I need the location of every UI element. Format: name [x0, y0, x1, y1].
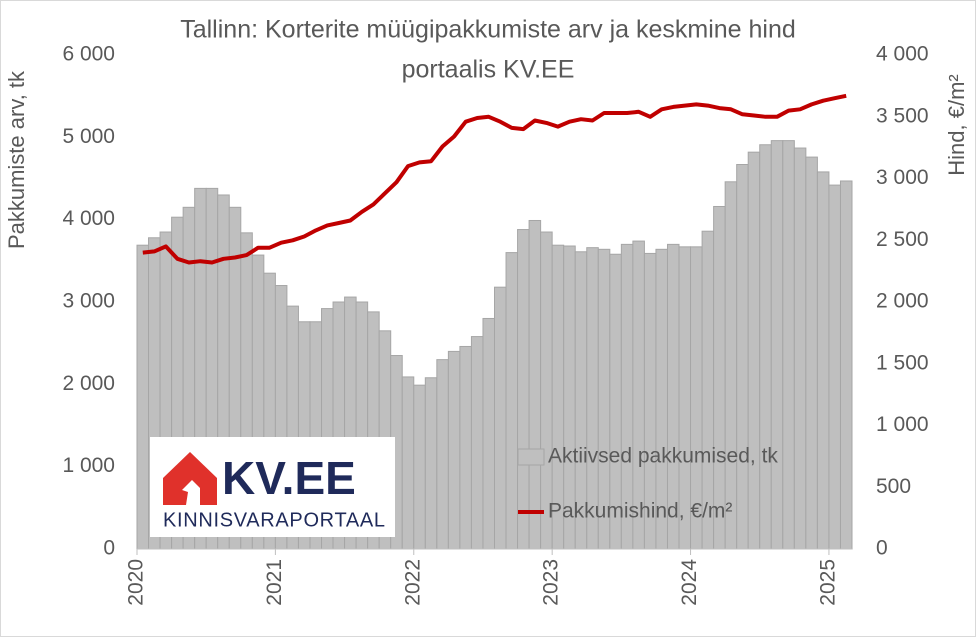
chart-title: Tallinn: Korterite müügipakkumiste arv j… [180, 16, 796, 44]
y-tick-label: 6 000 [62, 43, 115, 66]
bar [482, 317, 496, 550]
bar [713, 205, 726, 550]
bar [805, 156, 818, 550]
x-tick-label: 2020 [125, 559, 148, 606]
bar [839, 180, 853, 550]
bar [447, 350, 461, 550]
bar [517, 229, 530, 550]
y2-tick-label: 1 000 [876, 413, 929, 436]
bar [401, 376, 415, 550]
bar [816, 171, 830, 550]
bar [828, 184, 841, 550]
y-tick-label: 1 000 [62, 454, 115, 477]
logo: KV.EE KINNISVARAPORTAAL [150, 437, 395, 537]
bar [413, 384, 426, 550]
x-tick-label: 2025 [816, 559, 839, 606]
y2-tick-label: 1 500 [876, 351, 929, 374]
y-tick-label: 0 [103, 537, 115, 560]
y-axis-label: Pakkumiste arv, tk [4, 70, 29, 249]
logo-name: KV.EE [222, 452, 356, 504]
x-tick-label: 2022 [401, 559, 424, 606]
y-tick-label: 4 000 [62, 207, 115, 230]
bar [782, 140, 795, 550]
x-tick-label: 2021 [263, 559, 286, 606]
y2-tick-label: 2 000 [876, 290, 929, 313]
bar [724, 181, 738, 550]
chart-title: portaalis KV.EE [402, 56, 575, 84]
y-tick-label: 3 000 [62, 290, 115, 313]
bar [424, 377, 438, 550]
bar [436, 359, 449, 550]
bar [528, 219, 542, 550]
y2-tick-label: 4 000 [876, 43, 929, 66]
y2-tick-label: 3 000 [876, 166, 929, 189]
y2-tick-label: 3 500 [876, 104, 929, 127]
bar [470, 336, 484, 550]
y2-tick-label: 500 [876, 475, 911, 498]
bar [747, 151, 761, 550]
bar [505, 252, 519, 550]
legend-label: Aktiivsed pakkumised, tk [548, 445, 778, 468]
y2-tick-label: 0 [876, 537, 888, 560]
bar [136, 244, 150, 550]
y-tick-label: 5 000 [62, 125, 115, 148]
bar [736, 164, 749, 550]
x-tick-label: 2024 [678, 559, 701, 606]
bar [759, 144, 772, 550]
y2-tick-label: 2 500 [876, 228, 929, 251]
bar [770, 140, 784, 550]
logo-tagline: KINNISVARAPORTAAL [163, 509, 385, 531]
plot-area: 0 1 000 2 000 3 000 4 000 5 000 6 000 0 500 1 000… [62, 43, 928, 606]
bar [459, 345, 472, 550]
y2-axis-label: Hind, €/m² [944, 74, 969, 175]
line [142, 93, 847, 265]
logo-icon [163, 452, 217, 505]
bar [494, 286, 507, 550]
y-tick-label: 2 000 [62, 372, 115, 395]
legend-swatch [517, 448, 545, 466]
bar [793, 147, 807, 550]
x-tick-label: 2023 [540, 559, 563, 606]
legend-label: Pakkumishind, €/m² [548, 500, 732, 523]
